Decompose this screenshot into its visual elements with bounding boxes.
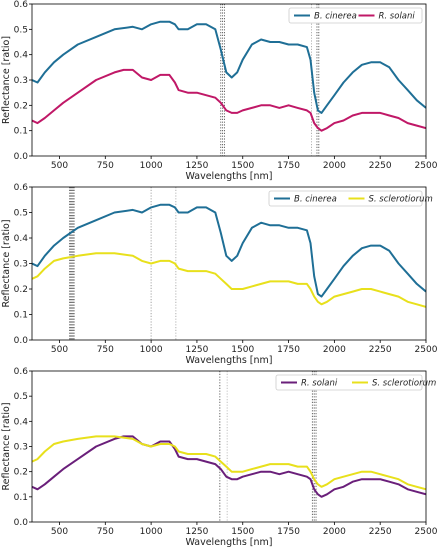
y-tick-label: 0.6 [14, 0, 29, 10]
y-tick-label: 0.3 [14, 443, 28, 453]
x-axis-label: Wavelengths [nm] [185, 171, 272, 182]
x-tick-label: 1500 [231, 527, 254, 537]
chart-panel-2: 500 750 1000 1250 1500 1750 2000 2250 2500 0.0 0.1… [1, 183, 437, 366]
x-tick-label: 1000 [140, 161, 163, 171]
x-tick-label: 1250 [185, 527, 208, 537]
plot-frame [31, 370, 427, 523]
y-tick-label: 0.0 [14, 336, 29, 346]
y-axis-label: Reflectance [ratio] [1, 402, 12, 490]
x-tick-label: 1500 [231, 161, 254, 171]
series-line-2 [32, 435, 426, 491]
x-tick-label: 500 [51, 161, 68, 171]
y-tick-label: 0.1 [14, 493, 28, 503]
series-line-1 [32, 203, 426, 298]
legend-label: S. sclerotiorum [372, 379, 436, 389]
x-axis-label: Wavelengths [nm] [185, 355, 272, 366]
x-tick-label: 750 [97, 527, 114, 537]
legend-box [268, 190, 423, 207]
series-line-1 [32, 435, 426, 498]
x-tick-label: 1750 [277, 161, 300, 171]
x-tick-label: 1500 [231, 345, 254, 355]
x-tick-label: 750 [97, 161, 114, 171]
y-tick-label: 0.2 [14, 285, 28, 295]
x-tick-label: 1250 [185, 345, 208, 355]
y-tick-label: 0.0 [14, 152, 29, 162]
y-tick-label: 0.1 [14, 127, 28, 137]
legend-label: S. sclerotiorum [369, 195, 433, 205]
x-tick-label: 750 [97, 345, 114, 355]
x-tick-label: 2000 [323, 345, 346, 355]
x-tick-label: 2250 [369, 161, 392, 171]
x-tick-label: 1750 [277, 345, 300, 355]
y-tick-label: 0.6 [14, 183, 29, 193]
chart-panel-1: 500 750 1000 1250 1500 1750 2000 2250 2500 0.0 0.1… [1, 0, 437, 182]
chart-panel-3: 500 750 1000 1250 1500 1750 2000 2250 2500 0.0 0.1… [1, 367, 437, 548]
y-tick-label: 0.2 [14, 468, 28, 478]
x-tick-label: 2500 [415, 527, 437, 537]
legend: B. cinerea S. sclerotiorum [268, 190, 433, 207]
legend-box [288, 7, 423, 24]
y-tick-label: 0.3 [14, 260, 28, 270]
y-tick-label: 0.4 [14, 51, 29, 61]
y-tick-label: 0.3 [14, 76, 28, 86]
x-tick-label: 2500 [415, 345, 437, 355]
legend-label: R. solani [379, 12, 416, 22]
legend-label: B. cinerea [314, 12, 357, 22]
legend-label: R. solani [301, 379, 338, 389]
x-tick-label: 1000 [140, 345, 163, 355]
y-axis-label: Reflectance [ratio] [1, 219, 12, 307]
x-tick-label: 500 [51, 527, 68, 537]
legend-box [275, 374, 423, 391]
plot-frame [31, 3, 427, 157]
x-tick-label: 1750 [277, 527, 300, 537]
y-tick-label: 0.4 [14, 234, 29, 244]
y-tick-label: 0.1 [14, 311, 28, 321]
y-tick-label: 0.2 [14, 101, 28, 111]
y-tick-label: 0.5 [14, 25, 28, 35]
x-axis-label: Wavelengths [nm] [185, 537, 272, 548]
y-tick-label: 0.0 [14, 518, 29, 528]
y-axis-label: Reflectance [ratio] [1, 36, 12, 124]
legend: R. solani S. sclerotiorum [275, 374, 436, 391]
legend: B. cinerea R. solani [288, 7, 423, 24]
x-tick-label: 2500 [415, 161, 437, 171]
x-tick-label: 2250 [369, 527, 392, 537]
x-tick-label: 1000 [140, 527, 163, 537]
y-tick-label: 0.5 [14, 392, 28, 402]
series-line-2 [32, 252, 426, 308]
x-tick-label: 2250 [369, 345, 392, 355]
series-line-1 [32, 20, 426, 114]
y-tick-label: 0.4 [14, 417, 29, 427]
x-tick-label: 2000 [323, 527, 346, 537]
y-tick-label: 0.6 [14, 367, 29, 377]
plot-frame [31, 186, 427, 341]
series-line-2 [32, 68, 426, 132]
x-tick-label: 500 [51, 345, 68, 355]
legend-label: B. cinerea [294, 195, 337, 205]
x-tick-label: 1250 [185, 161, 208, 171]
x-tick-label: 2000 [323, 161, 346, 171]
y-tick-label: 0.5 [14, 209, 28, 219]
